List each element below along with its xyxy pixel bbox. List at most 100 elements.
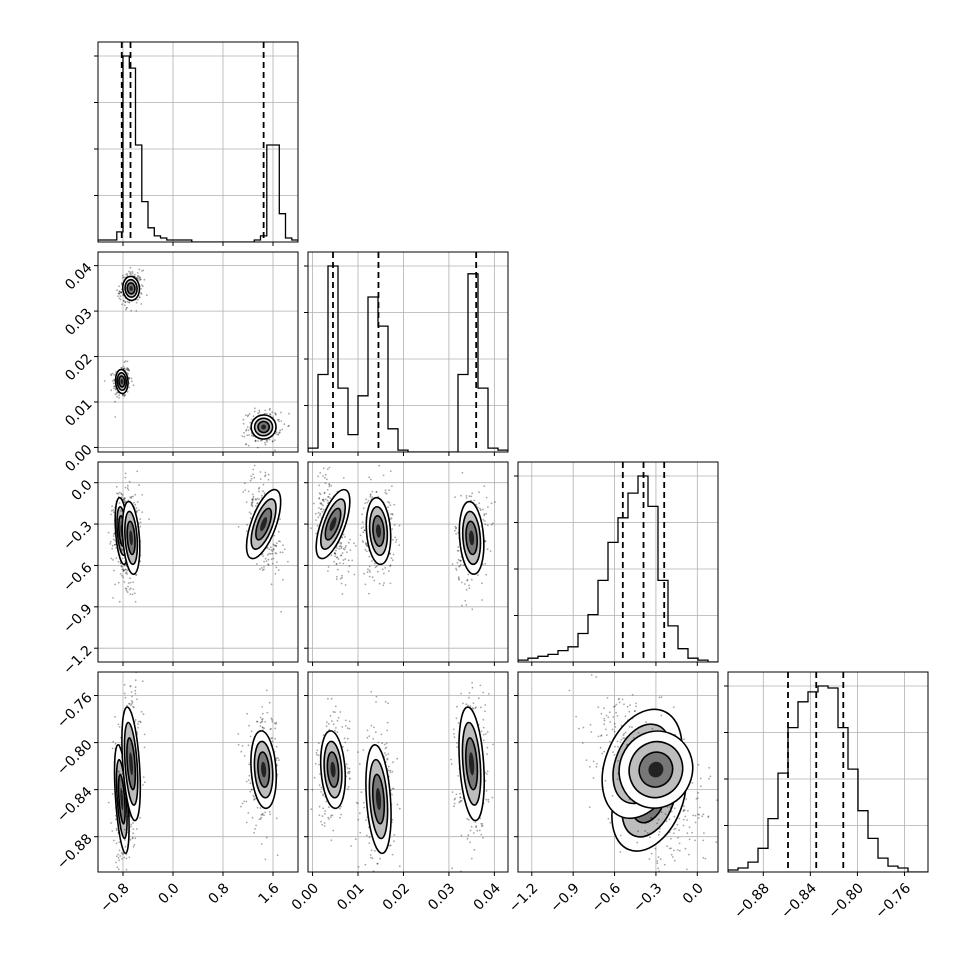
scatter-point	[318, 507, 320, 509]
scatter-point	[121, 367, 123, 369]
scatter-point	[365, 543, 368, 545]
scatter-point	[488, 693, 490, 695]
scatter-point	[486, 753, 488, 756]
scatter-point	[271, 737, 274, 739]
scatter-point	[262, 483, 265, 486]
scatter-point	[126, 573, 129, 575]
scatter-point	[269, 413, 271, 416]
scatter-point	[329, 497, 332, 499]
scatter-point	[258, 409, 261, 412]
scatter-point	[249, 735, 252, 738]
scatter-point	[460, 559, 462, 562]
scatter-point	[678, 817, 681, 820]
scatter-point	[135, 510, 138, 512]
scatter-point	[482, 837, 484, 839]
scatter-point	[378, 582, 381, 585]
scatter-point	[715, 841, 718, 843]
scatter-point	[268, 548, 271, 551]
scatter-point	[472, 702, 475, 704]
scatter-point	[252, 468, 255, 471]
scatter-point	[267, 478, 270, 481]
scatter-point	[261, 812, 264, 815]
scatter-point	[269, 407, 271, 410]
scatter-point	[645, 721, 647, 724]
scatter-point	[468, 495, 471, 498]
scatter-point	[274, 727, 277, 730]
scatter-point	[322, 807, 325, 810]
scatter-point	[310, 808, 313, 811]
scatter-point	[117, 853, 120, 856]
scatter-point	[123, 500, 126, 502]
scatter-point	[254, 439, 257, 442]
scatter-point	[319, 493, 322, 496]
scatter-point	[459, 796, 462, 798]
scatter-point	[139, 518, 142, 520]
panel-frame	[307, 461, 509, 663]
scatter-point	[391, 528, 393, 530]
scatter-point	[327, 496, 329, 498]
scatter-point	[320, 786, 323, 789]
scatter-point	[259, 725, 262, 727]
scatter-point	[124, 845, 127, 848]
scatter-point	[110, 822, 112, 824]
scatter-point	[141, 680, 144, 683]
scatter-point	[471, 608, 474, 611]
scatter-point	[130, 497, 133, 499]
scatter-point	[118, 600, 121, 603]
scatter-point	[253, 464, 256, 467]
scatter-point	[124, 360, 127, 363]
scatter-point	[670, 807, 672, 810]
scatter-point	[327, 566, 330, 568]
scatter-point	[335, 563, 338, 565]
density-peak	[120, 379, 124, 384]
scatter-point	[677, 849, 679, 851]
scatter-point	[117, 857, 120, 859]
scatter-point	[344, 546, 347, 549]
scatter-point	[125, 308, 127, 311]
scatter-point	[317, 511, 320, 514]
scatter-point	[130, 704, 132, 707]
scatter-point	[333, 560, 335, 563]
scatter-point	[246, 523, 249, 526]
scatter-point	[256, 502, 259, 504]
scatter-point	[450, 758, 452, 761]
scatter-point	[122, 365, 125, 368]
scatter-point	[362, 526, 365, 528]
scatter-point	[115, 829, 118, 832]
scatter-point	[126, 591, 129, 593]
scatter-point	[398, 544, 401, 546]
scatter-point	[124, 568, 127, 571]
scatter-point	[480, 833, 483, 836]
scatter-panel-1-0: 0.000.010.020.030.04	[62, 251, 299, 475]
scatter-point	[258, 818, 261, 821]
scatter-point	[112, 597, 114, 599]
scatter-point	[382, 474, 385, 477]
scatter-point	[494, 501, 496, 503]
scatter-point	[483, 514, 486, 517]
scatter-point	[251, 493, 254, 496]
scatter-point	[118, 292, 121, 295]
scatter-point	[374, 850, 376, 852]
scatter-point	[117, 868, 120, 871]
scatter-point	[595, 676, 598, 678]
scatter-point	[250, 477, 253, 480]
scatter-point	[455, 527, 457, 530]
scatter-point	[374, 566, 377, 569]
x-tick-label: 0.0	[156, 880, 183, 907]
scatter-point	[386, 758, 389, 761]
scatter-point	[344, 741, 347, 744]
scatter-point	[486, 524, 489, 527]
scatter-point	[138, 276, 141, 279]
scatter-point	[391, 513, 394, 516]
scatter-point	[375, 490, 378, 493]
scatter-point	[250, 475, 253, 477]
scatter-point	[246, 415, 249, 418]
scatter-point	[123, 501, 126, 504]
scatter-point	[337, 558, 340, 560]
scatter-point	[316, 753, 318, 756]
scatter-point	[348, 767, 351, 770]
scatter-point	[708, 777, 710, 780]
scatter-point	[315, 752, 318, 754]
scatter-point	[135, 510, 138, 513]
scatter-point	[346, 551, 348, 553]
